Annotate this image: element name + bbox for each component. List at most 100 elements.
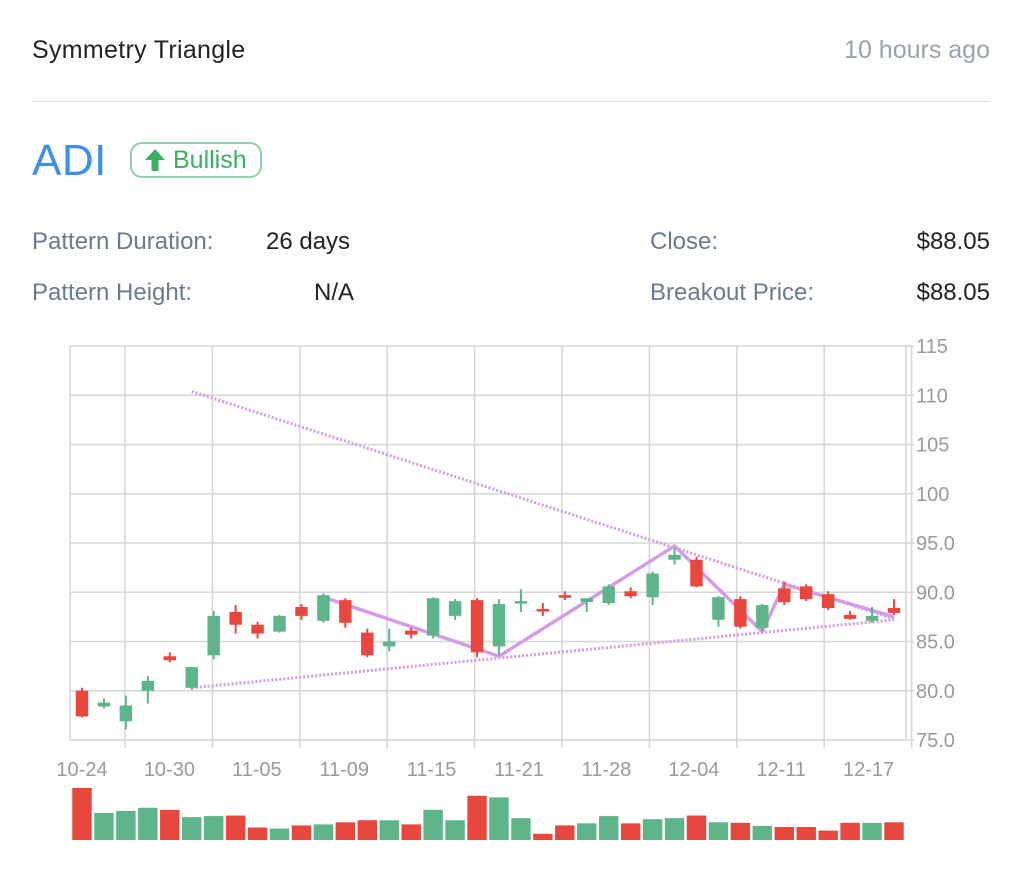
volume-bar [379, 820, 399, 840]
volume-bar [686, 815, 707, 840]
volume-bar [467, 795, 487, 840]
candle-body [821, 594, 835, 609]
breakout-price-value: $88.05 [916, 279, 990, 306]
volume-bar [203, 816, 224, 840]
volume-bar [884, 822, 904, 840]
x-tick-label: 11-21 [494, 759, 544, 781]
volume-bar [160, 809, 180, 840]
volume-bar [291, 825, 312, 840]
candle-body [426, 598, 440, 636]
candle-body [273, 615, 286, 632]
volume-bar [225, 815, 246, 840]
candle-body [470, 600, 484, 653]
candle-body [514, 601, 528, 604]
candle-body [97, 702, 111, 707]
candle-body [361, 632, 374, 656]
chart-axes: 75.0 80.0 85.0 90.0 95.0 100 105 110 115 10-24 10-… [56, 336, 955, 781]
volume-bar [774, 827, 794, 840]
candle-body [887, 608, 901, 613]
candle-body [690, 559, 703, 587]
candle-body [624, 591, 637, 597]
volume-bar [598, 816, 619, 840]
candle-body [536, 608, 550, 612]
candle-body [251, 624, 264, 634]
lower-trendline [191, 618, 895, 690]
volume-bar [423, 809, 443, 840]
candle-body [734, 599, 747, 627]
volume-bar [642, 819, 663, 840]
y-tick-label: 100 [916, 484, 949, 506]
breakout-price-label: Breakout Price: [650, 279, 815, 306]
candle-body [404, 630, 418, 635]
volume-bar [862, 822, 882, 840]
candle-body [778, 588, 791, 603]
y-tick-label: 115 [916, 336, 948, 358]
header-divider [32, 101, 990, 102]
candle-body [141, 680, 155, 691]
volume-bar [818, 830, 838, 840]
volume-bar [445, 820, 465, 840]
volume-bar [182, 817, 202, 840]
pattern-header: Symmetry Triangle 10 hours ago [32, 28, 990, 78]
x-tick-label: 11-15 [407, 759, 457, 781]
y-tick-label: 75.0 [916, 730, 955, 752]
volume-bar [730, 822, 751, 840]
candle-body [317, 595, 330, 621]
candle-body [207, 615, 220, 656]
x-tick-label: 12-11 [756, 759, 806, 781]
candlestick-chart: 75.0 80.0 85.0 90.0 95.0 100 105 110 115 10-24 10-… [56, 336, 955, 840]
candle-body [580, 598, 593, 603]
volume-bar [840, 822, 860, 840]
arrow-up-icon [145, 149, 165, 171]
volume-bar [511, 818, 531, 840]
volume-bar [620, 823, 641, 840]
upper-trendline [191, 389, 895, 621]
volume-bar [577, 823, 597, 840]
candle-body [383, 641, 396, 647]
y-tick-label: 80.0 [916, 681, 955, 703]
y-tick-label: 110 [916, 385, 948, 407]
x-tick-label: 12-17 [843, 759, 894, 781]
volume-bar [72, 788, 92, 840]
volume-bars [72, 788, 904, 840]
pattern-height-label: Pattern Height: [32, 279, 193, 306]
candle-body [229, 611, 242, 625]
candles [75, 547, 901, 730]
candle-body [295, 607, 308, 616]
volume-bar [664, 818, 685, 840]
candle-body [843, 614, 857, 619]
x-tick-label: 10-24 [56, 759, 107, 781]
volume-bar [313, 824, 334, 840]
candle-body [558, 595, 572, 598]
y-tick-label: 95.0 [916, 533, 955, 555]
candle-body [185, 667, 198, 688]
volume-bar [357, 820, 378, 840]
candle-body [668, 554, 681, 560]
y-tick-label: 105 [916, 435, 949, 457]
candle-body [492, 604, 506, 647]
volume-bar [247, 827, 268, 840]
candle-body [756, 605, 769, 628]
volume-bar [116, 810, 136, 840]
ticker-symbol[interactable]: ADI [32, 136, 107, 185]
candle-body [800, 586, 813, 600]
volume-bar [335, 822, 356, 840]
close-value: $88.05 [916, 228, 990, 255]
volume-bar [401, 824, 421, 840]
candle-body [602, 586, 615, 604]
x-tick-label: 11-05 [232, 759, 282, 781]
time-ago: 10 hours ago [844, 36, 990, 64]
y-tick-label: 90.0 [916, 582, 955, 604]
volume-bar [708, 822, 729, 840]
x-tick-label: 12-04 [668, 759, 719, 781]
volume-bar [555, 825, 575, 840]
candle-body [712, 597, 725, 620]
close-label: Close: [650, 228, 719, 255]
candle-body [646, 573, 659, 598]
volume-bar [94, 812, 114, 840]
pattern-height-value: N/A [314, 279, 355, 306]
chart-grid [69, 345, 913, 748]
volume-bar [269, 828, 290, 840]
candle-body [339, 600, 352, 623]
candle-body [119, 705, 133, 722]
